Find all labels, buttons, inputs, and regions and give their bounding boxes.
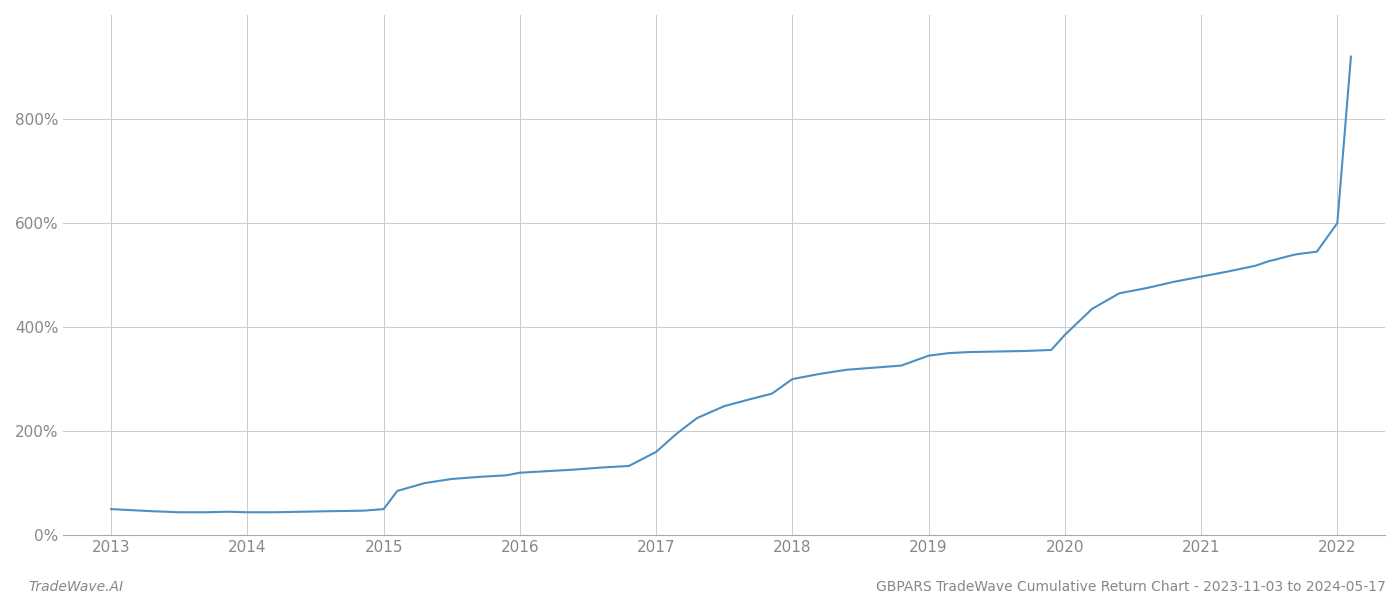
Text: GBPARS TradeWave Cumulative Return Chart - 2023-11-03 to 2024-05-17: GBPARS TradeWave Cumulative Return Chart…: [876, 580, 1386, 594]
Text: TradeWave.AI: TradeWave.AI: [28, 580, 123, 594]
